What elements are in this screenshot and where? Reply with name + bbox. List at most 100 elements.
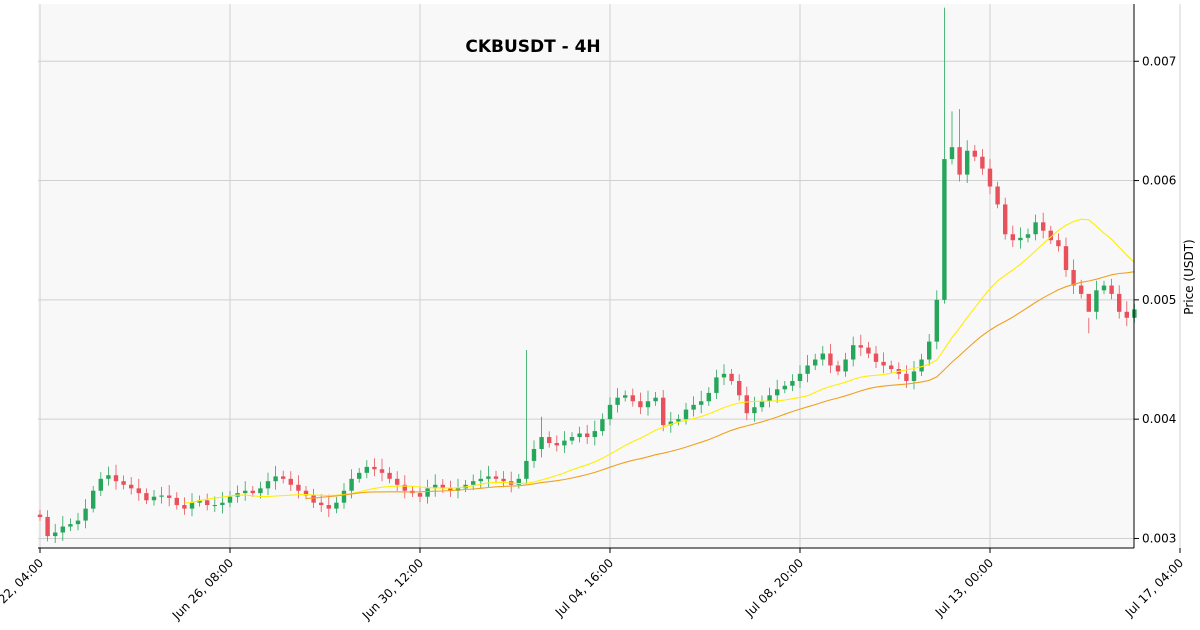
candle-body <box>425 488 430 497</box>
candle-body <box>562 440 567 446</box>
candle-body <box>296 484 301 491</box>
candle-body <box>813 359 818 366</box>
candle-body <box>691 404 696 410</box>
candle-body <box>759 401 765 408</box>
chart-title: CKBUSDT - 4H <box>465 37 600 57</box>
candle-body <box>167 495 172 498</box>
x-tick-label: Jul 04, 16:00 <box>552 556 616 620</box>
candle-body <box>623 395 628 398</box>
candle-body <box>319 502 324 506</box>
candle-body <box>250 490 255 494</box>
candle-body <box>212 505 217 507</box>
candle-body <box>987 168 993 187</box>
candle-body <box>113 475 119 482</box>
candle-body <box>820 353 825 360</box>
candle-body <box>243 490 248 494</box>
candle-body <box>440 484 445 489</box>
candle-body <box>638 401 643 408</box>
candle-body <box>1010 234 1015 241</box>
candle-body <box>577 433 582 438</box>
candle-body <box>942 159 947 300</box>
candle-body <box>934 299 939 342</box>
candle-body <box>645 401 651 408</box>
candle-body <box>676 419 681 422</box>
candle-body <box>417 493 423 497</box>
candle-body <box>744 395 749 414</box>
candle-body <box>775 389 780 396</box>
candle-body <box>889 365 894 370</box>
candle-body <box>607 404 613 420</box>
candle-body <box>851 345 856 360</box>
x-tick-label: Jul 13, 00:00 <box>932 556 996 620</box>
candle-body <box>585 433 590 438</box>
plot-background <box>38 4 1134 548</box>
candle-body <box>227 496 233 503</box>
candle-body <box>357 472 362 479</box>
candle-body <box>1071 270 1076 286</box>
y-tick-label: 0.004 <box>1142 412 1176 426</box>
candle-body <box>1003 204 1008 235</box>
candle-body <box>1063 246 1069 271</box>
moving-averages <box>184 218 1135 504</box>
candle-body <box>174 497 179 506</box>
candle-body <box>737 380 742 396</box>
candle-body <box>835 365 841 372</box>
candle-body <box>68 524 73 527</box>
candle-body <box>858 345 863 348</box>
candle-body <box>721 373 727 378</box>
x-tick-label: Jul 17, 04:00 <box>1122 556 1186 620</box>
y-axis-ticks: 0.003 0.004 0.005 0.006 0.007 <box>1134 54 1176 545</box>
candle-body <box>980 156 985 169</box>
y-tick-label: 0.007 <box>1142 54 1176 68</box>
candle-body <box>53 532 58 537</box>
candle-body <box>1101 285 1107 291</box>
candle-body <box>387 472 392 479</box>
candle-body <box>1048 230 1053 241</box>
candle-body <box>828 353 833 366</box>
y-axis-title: Price (USDT) <box>1182 239 1196 314</box>
candle-body <box>569 437 575 441</box>
x-axis-ticks: Jun 22, 04:00 Jun 26, 08:00 Jun 30, 12:00 J… <box>0 548 1186 623</box>
candle-body <box>151 496 157 501</box>
candle-body <box>395 478 400 485</box>
candle-body <box>1094 290 1099 312</box>
candle-body <box>927 341 932 360</box>
candle-body <box>661 397 666 426</box>
candle-body <box>334 502 339 509</box>
candle-body <box>995 186 1000 205</box>
x-tick-label: Jun 30, 12:00 <box>359 556 426 623</box>
candle-body <box>379 469 385 473</box>
candle-body <box>706 392 711 402</box>
candle-body <box>106 475 111 479</box>
candle-body <box>1018 237 1023 241</box>
candle-body <box>1056 240 1061 247</box>
x-tick-label: Jul 08, 20:00 <box>742 556 806 620</box>
candle-body <box>83 508 88 521</box>
y-tick-label: 0.006 <box>1142 174 1176 188</box>
candle-body <box>1124 311 1129 318</box>
candle-body <box>37 514 43 517</box>
candle-body <box>159 495 164 497</box>
x-tick-label: Jun 22, 04:00 <box>0 556 46 623</box>
candle-body <box>189 502 195 509</box>
candle-body <box>554 443 559 446</box>
candle-body <box>790 380 795 386</box>
candle-body <box>729 373 734 381</box>
candle-body <box>539 437 544 449</box>
candle-body <box>1079 285 1084 294</box>
candle-body <box>364 466 369 473</box>
candle-body <box>1117 293 1122 312</box>
candle-body <box>957 147 962 175</box>
candle-body <box>220 502 225 506</box>
candle-body <box>683 409 689 420</box>
candle-body <box>699 401 704 405</box>
candle-body <box>493 476 499 479</box>
candle-body <box>524 460 529 479</box>
candle-body <box>281 476 286 479</box>
candle-body <box>972 150 977 157</box>
candle-body <box>471 481 476 485</box>
candle-body <box>265 481 271 489</box>
candle-body <box>547 437 552 444</box>
candle-body <box>288 478 293 485</box>
candle-body <box>1025 234 1031 238</box>
